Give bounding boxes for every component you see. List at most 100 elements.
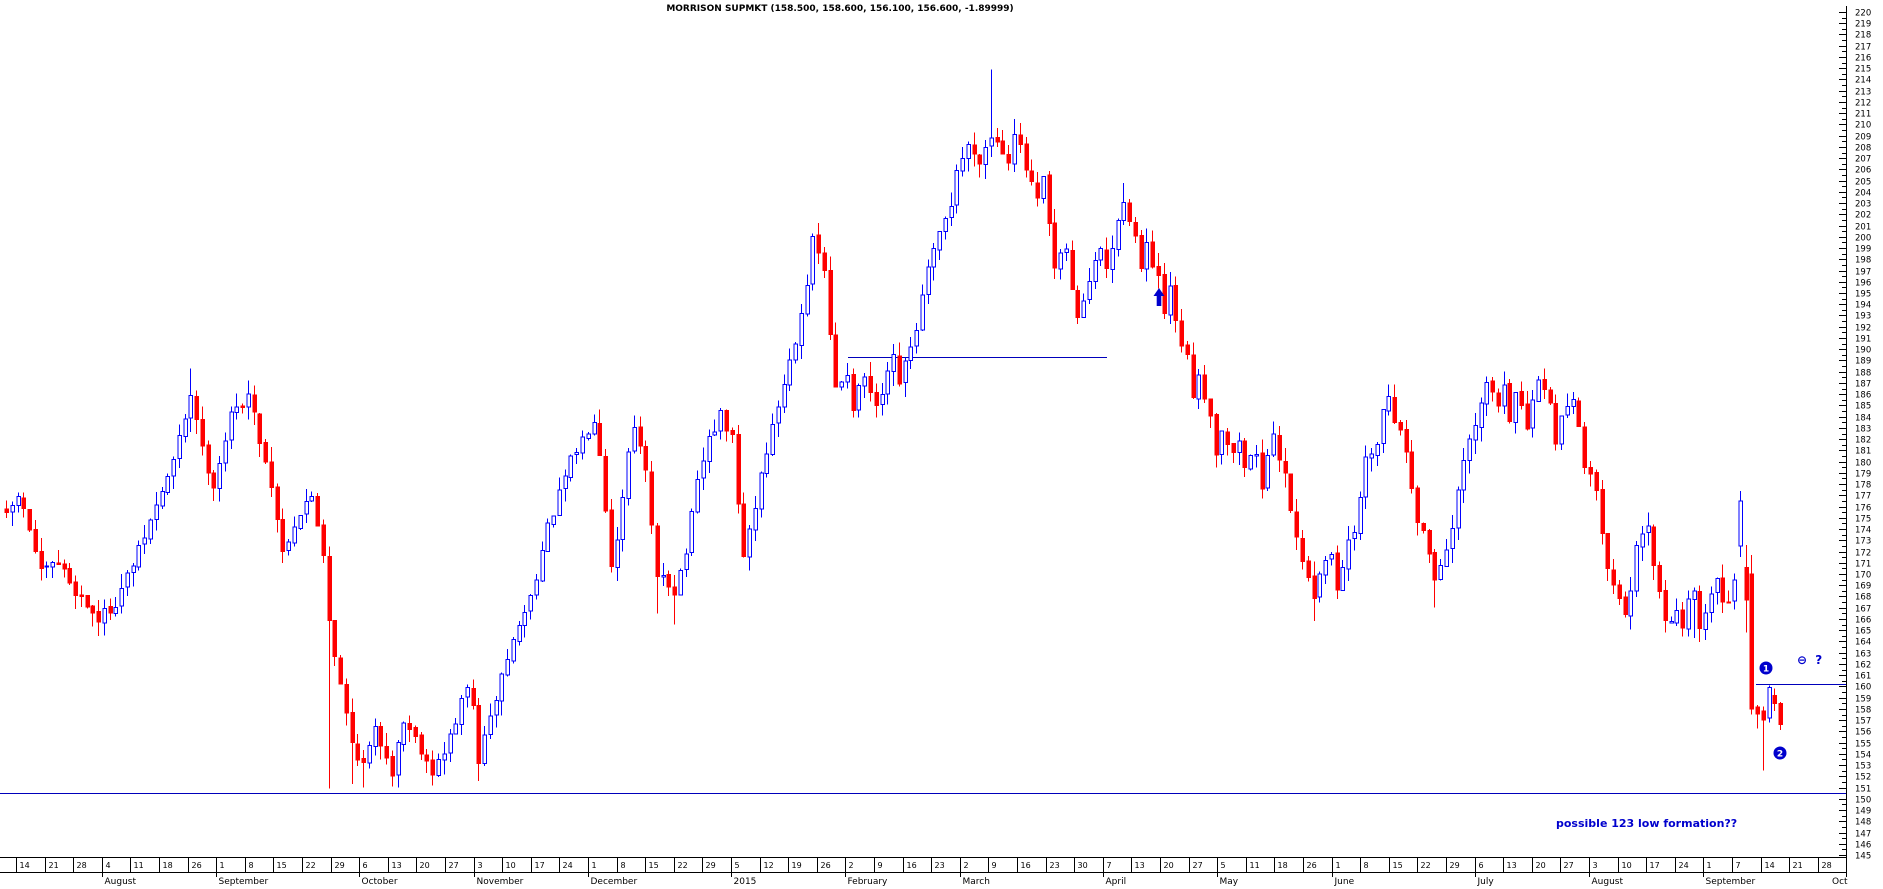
candle-body-up xyxy=(436,759,441,777)
candle-body-up xyxy=(695,478,700,513)
candle-body-down xyxy=(1427,530,1432,555)
month-label: July xyxy=(1477,877,1495,887)
candle-body-down xyxy=(1208,398,1213,417)
candle-body-up xyxy=(551,515,556,526)
candle-body-down xyxy=(430,759,435,776)
candle-body-up xyxy=(1248,454,1253,470)
candle-body-up xyxy=(373,725,378,748)
candle-body-up xyxy=(1669,621,1674,624)
candle-body-down xyxy=(350,712,355,744)
candle-body-up xyxy=(1536,379,1541,402)
candle-body-up xyxy=(511,639,516,662)
candle-body-up xyxy=(1058,252,1063,270)
candle-body-down xyxy=(724,410,729,432)
candle-body-up xyxy=(845,375,850,383)
candle-body-up xyxy=(908,346,913,362)
candle-body-up xyxy=(707,436,712,463)
candle-body-up xyxy=(442,753,447,761)
formation-annotation-text: possible 123 low formation?? xyxy=(1556,817,1738,830)
candle-body-up xyxy=(1098,248,1103,261)
candle-body-up xyxy=(494,699,499,716)
candle-body-down xyxy=(321,524,326,557)
candle-body-down xyxy=(1680,609,1685,629)
price-tick-label: 150 xyxy=(1855,796,1871,806)
week-start-label: 8 xyxy=(621,861,626,870)
price-tick-label: 214 xyxy=(1855,76,1871,86)
candle-body-up xyxy=(177,434,182,459)
candle-body-down xyxy=(361,758,366,763)
week-start-label: 9 xyxy=(878,861,883,870)
candle-body-up xyxy=(131,565,136,574)
candle-body-up xyxy=(304,500,309,515)
candle-body-down xyxy=(407,723,412,730)
candle-body-down xyxy=(1617,584,1622,599)
candle-body-down xyxy=(730,430,735,436)
price-tick-label: 197 xyxy=(1855,268,1871,278)
candle-body-up xyxy=(119,588,124,607)
candle-body-up xyxy=(931,247,936,268)
candle-body-down xyxy=(1133,222,1138,237)
price-tick-label: 205 xyxy=(1855,178,1871,188)
month-label: February xyxy=(848,877,889,887)
week-start-label: 4 xyxy=(106,861,111,870)
candle-body-up xyxy=(557,489,562,516)
price-tick-label: 174 xyxy=(1855,526,1871,536)
candle-body-up xyxy=(678,569,683,596)
candle-body-down xyxy=(972,144,977,155)
price-tick-label: 212 xyxy=(1855,99,1871,109)
candle-body-down xyxy=(1225,431,1230,446)
price-tick-label: 176 xyxy=(1855,504,1871,514)
month-label: April xyxy=(1106,877,1127,887)
week-start-label: 20 xyxy=(1164,861,1174,870)
candle-body-up xyxy=(574,452,579,455)
candle-body-down xyxy=(413,727,418,737)
week-start-label: 10 xyxy=(1622,861,1632,870)
candle-body-down xyxy=(67,568,72,584)
week-start-label: 7 xyxy=(1107,861,1112,870)
candle-body-up xyxy=(286,541,291,551)
candle-body-down xyxy=(1409,451,1414,489)
month-label: March xyxy=(963,877,990,887)
candle-body-down xyxy=(1542,379,1547,391)
candle-body-down xyxy=(666,574,671,588)
candle-body-up xyxy=(718,410,723,432)
week-start-label: 13 xyxy=(1507,861,1517,870)
chart-title: MORRISON SUPMKT (158.500, 158.600, 156.1… xyxy=(666,4,1014,14)
candle-body-up xyxy=(1467,438,1472,461)
candle-body-down xyxy=(1202,374,1207,400)
price-tick-label: 179 xyxy=(1855,470,1871,480)
circled-number-label: 1 xyxy=(1763,665,1769,675)
candle-body-down xyxy=(1179,320,1184,347)
candle-body-down xyxy=(1018,134,1023,146)
candle-body-up xyxy=(776,406,781,424)
price-tick-label: 158 xyxy=(1855,706,1871,716)
month-label: August xyxy=(1592,877,1624,887)
candle-body-down xyxy=(833,334,838,388)
candle-body-down xyxy=(741,503,746,557)
candle-body-down xyxy=(1070,249,1075,290)
candle-body-up xyxy=(50,561,55,568)
candle-body-down xyxy=(1415,487,1420,523)
candle-body-down xyxy=(643,445,648,471)
candle-body-up xyxy=(661,575,666,578)
week-start-label: 3 xyxy=(478,861,483,870)
candle-body-up xyxy=(880,394,885,406)
price-tick-label: 171 xyxy=(1855,560,1871,570)
candle-body-down xyxy=(1588,466,1593,475)
candle-body-up xyxy=(1634,544,1639,592)
candle-body-down xyxy=(73,581,78,597)
candle-body-down xyxy=(1507,383,1512,423)
candle-body-up xyxy=(488,715,493,735)
candle-body-down xyxy=(1191,354,1196,398)
candle-body-down xyxy=(638,426,643,447)
price-tick-label: 185 xyxy=(1855,402,1871,412)
candle-body-down xyxy=(1421,522,1426,531)
week-start-label: 10 xyxy=(506,861,516,870)
candle-body-down xyxy=(1404,429,1409,453)
week-start-label: 22 xyxy=(306,861,316,870)
candle-body-down xyxy=(1162,274,1167,315)
candle-body-down xyxy=(1697,591,1702,629)
candle-body-up xyxy=(1646,525,1651,534)
candle-body-down xyxy=(390,756,395,777)
month-label: May xyxy=(1220,877,1239,887)
